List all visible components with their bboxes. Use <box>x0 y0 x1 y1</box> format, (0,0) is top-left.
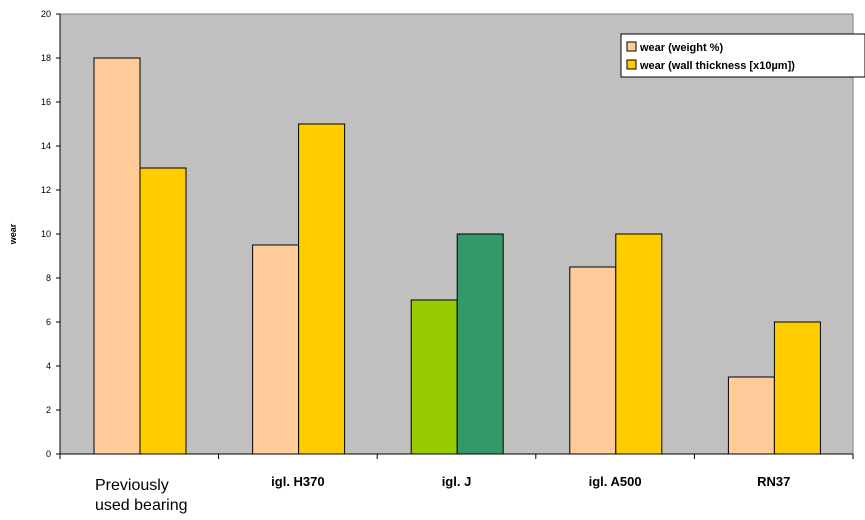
legend-entry-label: wear (weight %) <box>639 42 723 54</box>
bar-wall-thickness-2 <box>456 233 504 455</box>
y-tick-label: 12 <box>41 185 51 195</box>
bar-weight-1 <box>252 244 300 455</box>
bar-weight-4 <box>727 376 775 455</box>
y-tick-label: 20 <box>41 9 51 19</box>
y-tick-label: 2 <box>46 405 51 415</box>
legend-entry-label: wear (wall thickness [x10µm]) <box>639 60 795 72</box>
y-tick-label: 16 <box>41 97 51 107</box>
y-axis: 0 2 4 6 8 10 12 14 16 18 20 <box>41 9 61 459</box>
y-tick-label: 0 <box>46 449 51 459</box>
x-category-label: igl. J <box>442 474 472 489</box>
y-axis-label: wear <box>8 223 18 245</box>
x-category-label: igl. H370 <box>271 474 324 489</box>
x-axis: Previously used bearing igl. H370 igl. J igl… <box>59 453 854 514</box>
x-category-label: Previously used bearing <box>95 477 188 514</box>
bar-wall-thickness-3 <box>615 233 663 455</box>
bars <box>93 57 821 455</box>
y-tick-label: 14 <box>41 141 51 151</box>
bar-wall-thickness-4 <box>773 321 821 455</box>
bar-weight-2 <box>410 299 458 455</box>
y-tick-label: 10 <box>41 229 51 239</box>
legend-swatch <box>626 41 637 52</box>
x-category-label: RN37 <box>757 474 790 489</box>
legend-swatch <box>626 59 637 70</box>
bar-weight-3 <box>569 266 617 455</box>
legend: wear (weight %) wear (wall thickness [x10… <box>620 33 865 78</box>
bar-wall-thickness-1 <box>298 123 346 455</box>
y-tick-label: 8 <box>46 273 51 283</box>
y-tick-label: 4 <box>46 361 51 371</box>
bar-weight-0 <box>93 57 141 455</box>
x-category-label: igl. A500 <box>589 474 642 489</box>
bar-wall-thickness-0 <box>139 167 187 455</box>
y-tick-label: 6 <box>46 317 51 327</box>
y-tick-label: 18 <box>41 53 51 63</box>
legend-box <box>620 33 865 78</box>
